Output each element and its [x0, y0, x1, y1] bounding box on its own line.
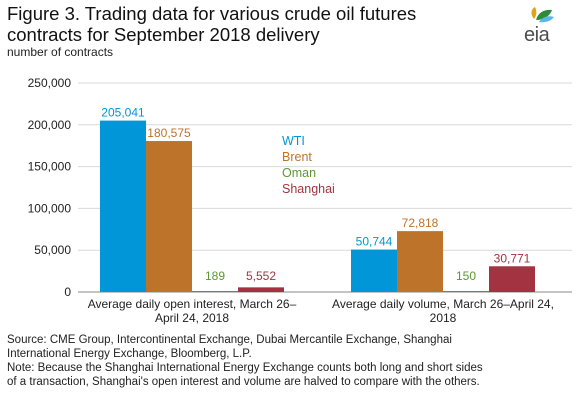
chart-title-line-2: contracts for September 2018 delivery: [7, 24, 320, 45]
data-label: 189: [205, 269, 225, 283]
y-tick-label: 150,000: [28, 160, 72, 174]
bar-brent: [397, 231, 443, 292]
y-axis-label: number of contracts: [7, 45, 114, 59]
note-line-1: Note: Because the Shanghai International…: [7, 362, 483, 374]
legend-entry-brent: Brent: [282, 150, 312, 164]
legend-entry-wti: WTI: [282, 134, 305, 148]
y-tick-label: 50,000: [34, 243, 71, 257]
bar-shanghai: [238, 287, 284, 292]
note-line-2: of a transaction, Shanghai's open intere…: [7, 376, 480, 388]
y-tick-label: 0: [64, 285, 71, 299]
source-line-2: International Energy Exchange, Bloomberg…: [7, 348, 252, 360]
data-label: 205,041: [101, 106, 145, 120]
bar-brent: [146, 141, 192, 292]
y-tick-label: 200,000: [28, 118, 72, 132]
legend-entry-oman: Oman: [282, 166, 316, 180]
bar-shanghai: [489, 266, 535, 292]
source-notes: Source: CME Group, Intercontinental Exch…: [7, 333, 573, 389]
y-tick-label: 250,000: [28, 76, 72, 90]
bar-oman: [192, 291, 238, 292]
x-tick-label: Average daily open interest, March 26–: [88, 297, 297, 311]
bar-oman: [443, 291, 489, 292]
bar-wti: [351, 249, 397, 292]
x-tick-label: April 24, 2018: [155, 311, 229, 325]
x-tick-label: Average daily volume, March 26–April 24,: [332, 297, 554, 311]
eia-logo: eia: [518, 6, 566, 48]
bar-wti: [100, 120, 146, 292]
y-tick-label: 100,000: [28, 201, 72, 215]
eia-leaf-icon: [531, 7, 554, 23]
chart-title-line-1: Figure 3. Trading data for various crude…: [7, 3, 417, 24]
data-label: 72,818: [402, 216, 439, 230]
data-label: 150: [456, 269, 476, 283]
data-label: 50,744: [356, 235, 393, 249]
chart-title: Figure 3. Trading data for various crude…: [7, 3, 507, 45]
eia-logo-text: eia: [524, 24, 550, 46]
data-label: 180,575: [147, 126, 191, 140]
data-label: 5,552: [246, 269, 276, 283]
legend-entry-shanghai: Shanghai: [282, 182, 335, 196]
source-line-1: Source: CME Group, Intercontinental Exch…: [7, 334, 452, 346]
data-label: 30,771: [494, 251, 531, 265]
x-tick-label: 2018: [430, 311, 457, 325]
